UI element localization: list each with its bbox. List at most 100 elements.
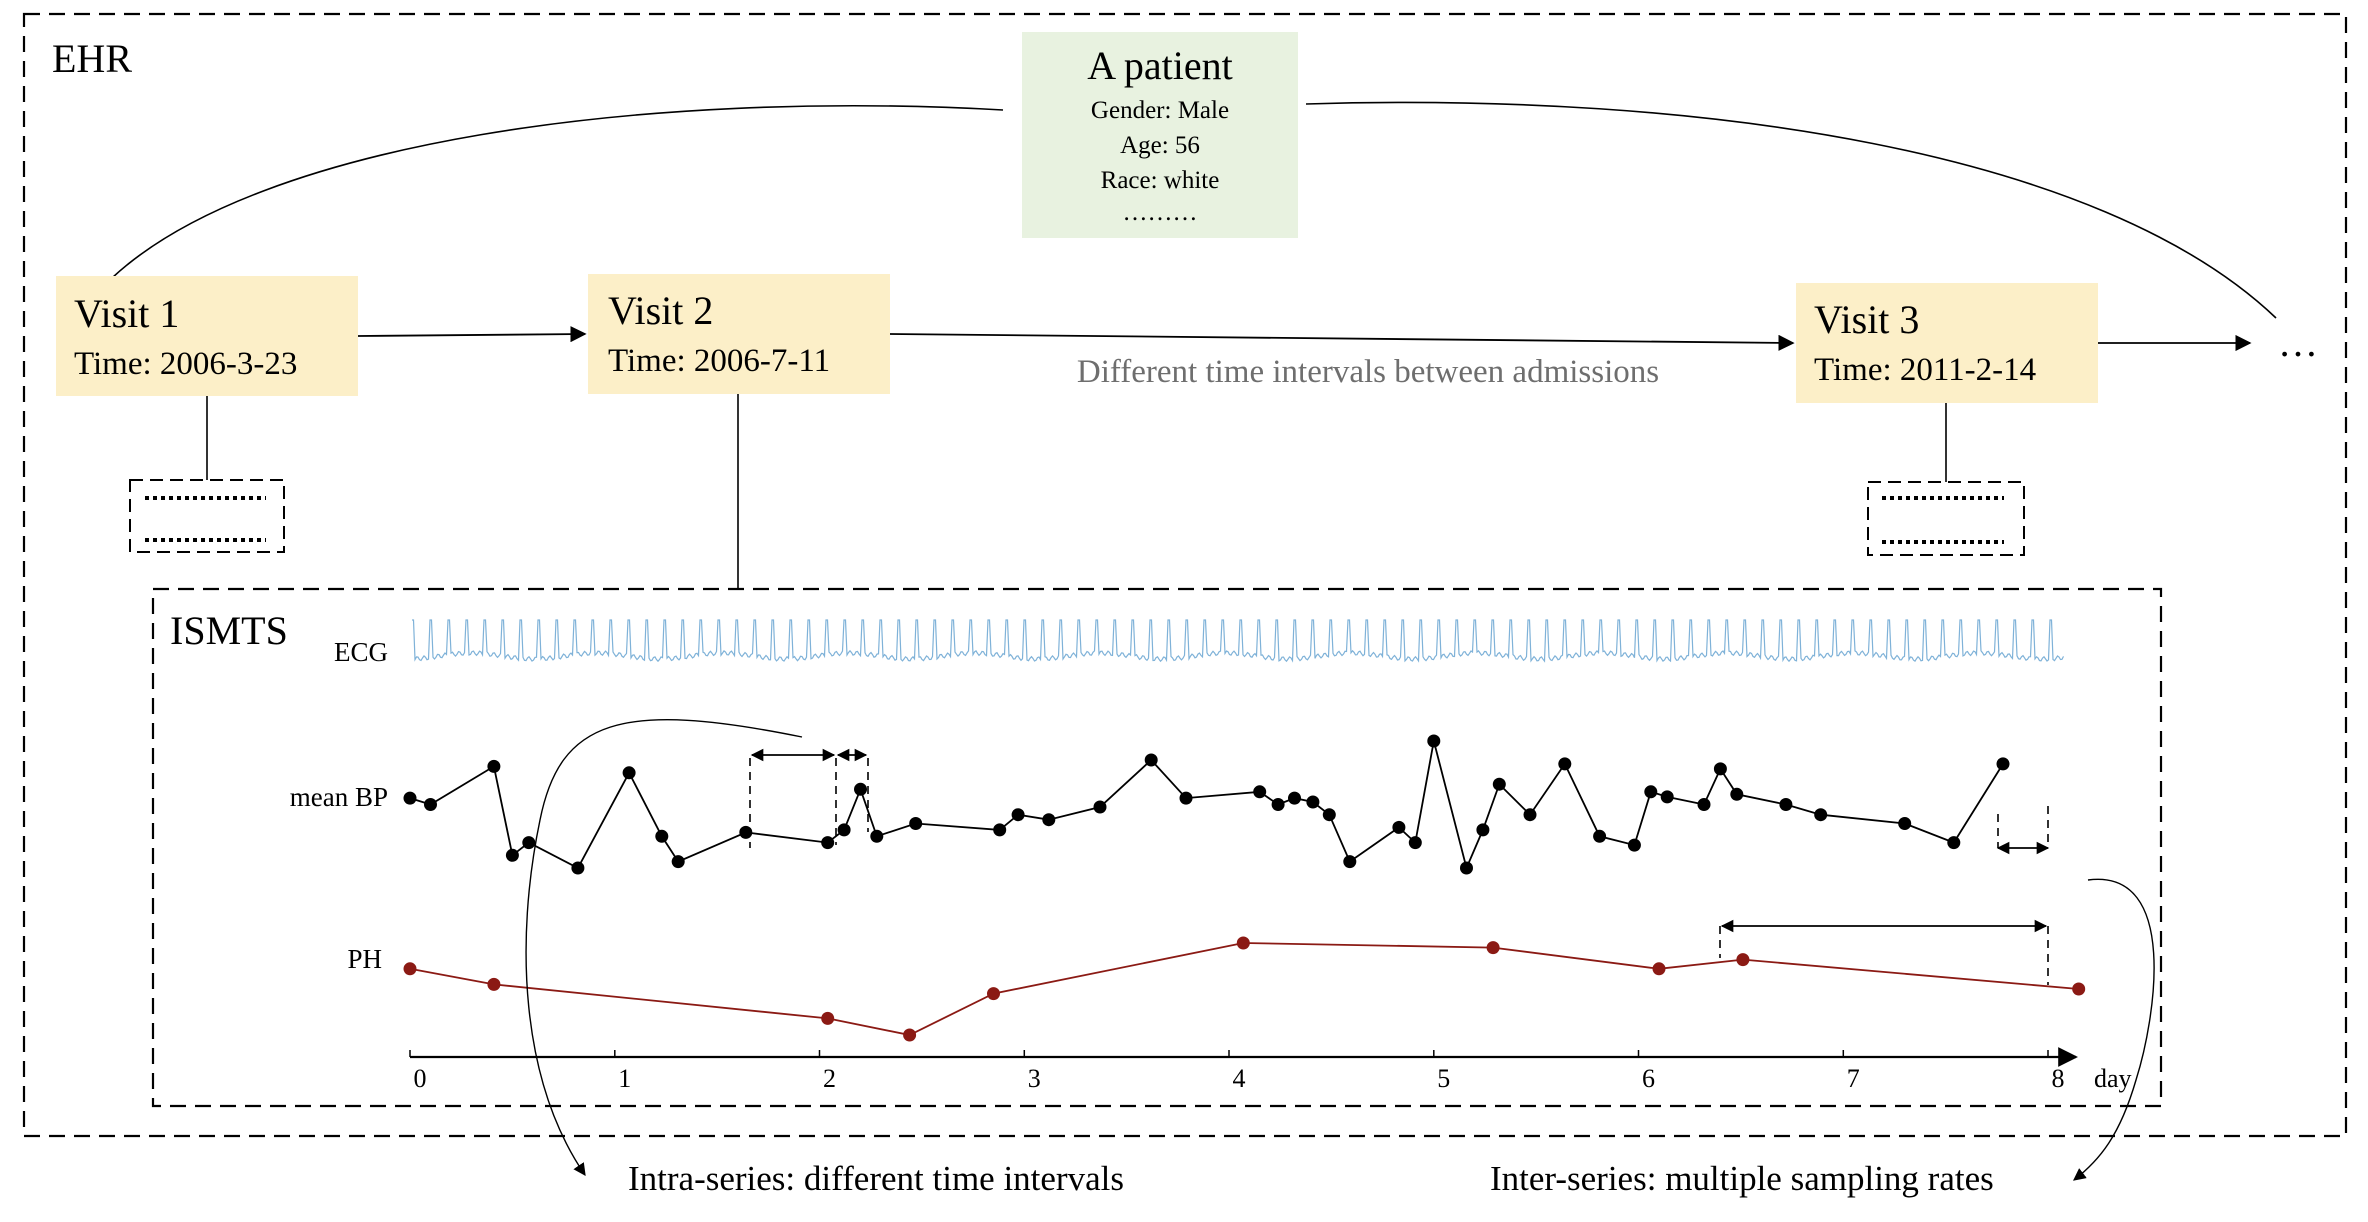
bp-point-34 — [1558, 757, 1572, 771]
visit-1-box — [56, 276, 358, 396]
ismts-label: ISMTS — [170, 608, 288, 653]
ecg-waveform — [412, 619, 2065, 663]
bp-point-6 — [622, 766, 636, 780]
bp-point-39 — [1697, 798, 1711, 811]
bp-point-42 — [1779, 798, 1793, 811]
x-tick-label-2: 2 — [823, 1064, 836, 1093]
visit-2-time: Time: 2006-7-11 — [608, 343, 830, 379]
bp-point-23 — [1288, 791, 1301, 805]
x-tick-label-1: 1 — [618, 1064, 631, 1093]
bp-point-33 — [1523, 808, 1537, 822]
ph-point-5 — [1236, 936, 1250, 950]
bp-point-27 — [1392, 820, 1406, 834]
bp-point-46 — [1996, 757, 2010, 771]
x-tick-label-6: 6 — [1642, 1064, 1655, 1093]
intra-annotation: Intra-series: different time intervals — [628, 1159, 1124, 1198]
ehr-label: EHR — [52, 36, 132, 81]
bp-point-2 — [487, 759, 501, 773]
bp-point-43 — [1814, 808, 1828, 822]
arrow-visit-1-to-2 — [357, 326, 587, 343]
bp-point-41 — [1730, 787, 1744, 801]
ph-label: PH — [347, 944, 382, 974]
ph-point-0 — [403, 962, 417, 976]
visit-3-detail-box — [1867, 481, 2025, 556]
visit-3-time: Time: 2011-2-14 — [1814, 352, 2036, 388]
bp-point-9 — [739, 825, 753, 839]
ph-point-1 — [487, 977, 501, 991]
bp-point-26 — [1343, 855, 1357, 869]
bp-point-20 — [1179, 791, 1193, 805]
ph-point-3 — [903, 1028, 917, 1042]
bp-point-28 — [1408, 836, 1422, 850]
bp-point-18 — [1093, 800, 1107, 814]
patient-gender: Gender: Male — [1091, 97, 1229, 124]
patient-title: A patient — [1087, 43, 1233, 88]
inter-callout-arrow — [2073, 878, 2155, 1181]
x-tick-label-4: 4 — [1233, 1064, 1246, 1093]
bp-point-38 — [1660, 790, 1674, 804]
ecg-label: ECG — [334, 637, 388, 667]
x-tick-label-7: 7 — [1847, 1064, 1860, 1093]
bp-point-45 — [1947, 836, 1961, 850]
visit-1-title: Visit 1 — [74, 291, 179, 336]
time-axis-unit: day — [2094, 1064, 2132, 1093]
intra-callout-arrow — [525, 719, 803, 1177]
bp-point-24 — [1306, 795, 1320, 809]
bp-point-25 — [1322, 808, 1336, 822]
ph-point-4 — [987, 987, 1000, 1001]
patient-box — [1022, 32, 1298, 238]
bp-point-40 — [1713, 762, 1727, 776]
bp-point-29 — [1427, 734, 1441, 748]
time-axis-ticks: 0 1 2 3 4 5 6 7 8 — [409, 1050, 2065, 1093]
patient-race: Race: white — [1101, 167, 1220, 194]
ph-point-8 — [1736, 953, 1750, 967]
bp-point-19 — [1144, 753, 1158, 767]
bp-point-37 — [1644, 785, 1658, 799]
interval-note: Different time intervals between admissi… — [1077, 354, 1659, 390]
bp-point-32 — [1492, 777, 1506, 791]
bp-point-30 — [1460, 861, 1473, 875]
ph-point-7 — [1652, 962, 1666, 976]
visit-2-box — [588, 274, 890, 394]
bp-point-5 — [571, 861, 585, 875]
bp-point-22 — [1271, 798, 1285, 811]
bp-point-44 — [1898, 817, 1912, 830]
bp-point-35 — [1593, 829, 1607, 843]
visit-2-title: Visit 2 — [608, 288, 713, 333]
bp-point-7 — [655, 829, 669, 843]
bp-point-31 — [1476, 823, 1490, 837]
inter-annotation: Inter-series: multiple sampling rates — [1490, 1159, 1994, 1198]
x-tick-label-5: 5 — [1437, 1064, 1450, 1093]
ph-point-2 — [821, 1011, 835, 1025]
bp-point-10 — [821, 836, 835, 850]
patient-age: Age: 56 — [1120, 132, 1200, 159]
ph-interval-markers — [1719, 919, 2049, 985]
bp-point-1 — [424, 798, 437, 811]
arrow-visit-2-to-3 — [889, 333, 1795, 351]
x-tick-label-3: 3 — [1028, 1064, 1041, 1093]
bp-point-21 — [1253, 785, 1267, 799]
bp-point-0 — [403, 791, 417, 805]
bp-point-17 — [1042, 813, 1056, 827]
ph-line — [409, 942, 2079, 1036]
bp-series — [403, 734, 2010, 875]
visit-3-title: Visit 3 — [1814, 297, 1919, 342]
ph-point-6 — [1486, 941, 1500, 955]
bp-point-3 — [505, 848, 519, 862]
bp-point-12 — [854, 782, 867, 796]
bp-point-36 — [1627, 838, 1641, 852]
bp-point-11 — [837, 823, 851, 837]
bp-label: mean BP — [290, 782, 388, 812]
patient-more: ……… — [1123, 199, 1198, 226]
x-tick-label-8: 8 — [2052, 1064, 2065, 1093]
bp-point-13 — [870, 829, 884, 843]
bp-point-4 — [522, 836, 536, 850]
visit-3-box — [1796, 283, 2098, 403]
patient-arc-right — [1305, 101, 2277, 319]
bp-point-8 — [671, 855, 685, 869]
patient-arc-left — [111, 104, 1004, 279]
ehr-frame — [22, 12, 2348, 1138]
ph-series — [403, 936, 2086, 1042]
ph-point-9 — [2072, 982, 2086, 996]
